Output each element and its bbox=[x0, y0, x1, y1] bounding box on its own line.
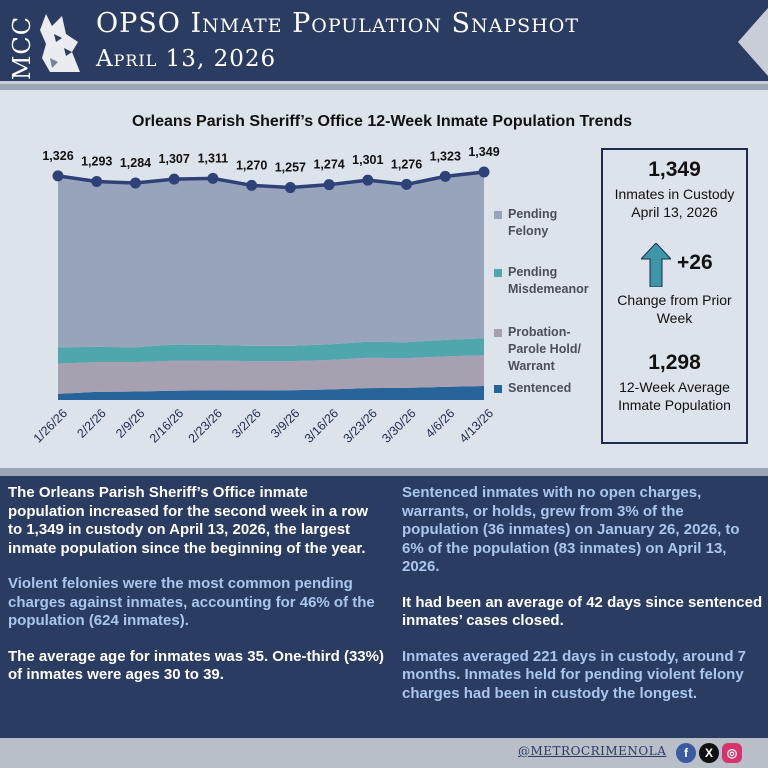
x-tick-label: 3/23/26 bbox=[341, 406, 380, 445]
x-icon[interactable]: X bbox=[699, 743, 719, 763]
x-tick-label: 4/13/26 bbox=[457, 406, 496, 445]
data-point bbox=[401, 178, 413, 190]
summary-paragraph: Inmates averaged 221 days in custody, ar… bbox=[402, 647, 747, 702]
data-point bbox=[52, 170, 64, 182]
data-point bbox=[246, 179, 258, 191]
custody-date: April 13, 2026 bbox=[631, 204, 718, 220]
area-pending-felony bbox=[58, 172, 484, 348]
data-point bbox=[323, 179, 335, 191]
x-tick-label: 3/2/26 bbox=[229, 406, 264, 441]
change-value: +26 bbox=[677, 251, 713, 274]
header: MCC OPSO Inmate Population Snapshot Apri… bbox=[0, 0, 768, 84]
average-count: 1,298 bbox=[648, 351, 701, 374]
x-tick-label: 3/9/26 bbox=[268, 406, 303, 441]
data-point bbox=[284, 182, 296, 194]
data-label: 1,311 bbox=[198, 151, 229, 165]
custody-label: Inmates in Custody bbox=[614, 186, 735, 202]
data-label: 1,301 bbox=[352, 153, 383, 167]
data-point bbox=[439, 170, 451, 182]
data-label: 1,276 bbox=[391, 157, 422, 171]
instagram-icon[interactable]: ◎ bbox=[722, 743, 742, 763]
page-date: April 13, 2026 bbox=[96, 46, 277, 72]
data-label: 1,274 bbox=[313, 158, 344, 172]
legend-swatch bbox=[494, 329, 502, 337]
data-label: 1,284 bbox=[120, 156, 151, 170]
x-tick-label: 4/6/26 bbox=[423, 406, 458, 441]
average-label-2: Inmate Population bbox=[618, 397, 731, 413]
area-probation-parole-hold-warrant bbox=[58, 355, 484, 394]
stats-box: 1,349 Inmates in Custody April 13, 2026 … bbox=[601, 148, 748, 444]
data-point bbox=[91, 175, 103, 187]
footer: @METROCRIMENOLA f X ◎ bbox=[0, 738, 768, 768]
data-label: 1,323 bbox=[430, 149, 461, 163]
legend-label: Probation-Parole Hold/Warrant bbox=[508, 325, 581, 373]
social-handle-link[interactable]: @METROCRIMENOLA bbox=[518, 744, 667, 758]
area-pending-misdemeanor bbox=[58, 338, 484, 364]
up-arrow-icon bbox=[641, 243, 671, 287]
data-label: 1,326 bbox=[42, 149, 73, 163]
data-label: 1,293 bbox=[81, 154, 112, 168]
total-line bbox=[57, 170, 485, 190]
legend-swatch bbox=[494, 211, 502, 219]
summary-paragraph: The average age for inmates was 35. One-… bbox=[8, 647, 384, 684]
data-label: 1,270 bbox=[236, 158, 267, 172]
x-tick-label: 2/9/26 bbox=[113, 406, 148, 441]
legend-label: Pending Felony bbox=[508, 207, 557, 238]
change-label-week: Week bbox=[656, 310, 693, 326]
summary-paragraph: The Orleans Parish Sheriff’s Office inma… bbox=[8, 484, 369, 557]
data-point bbox=[478, 166, 490, 178]
summary-paragraph: It had been an average of 42 days since … bbox=[402, 593, 763, 630]
change-row: +26 bbox=[603, 241, 746, 289]
custody-count: 1,349 bbox=[648, 158, 701, 181]
area-sentenced bbox=[58, 385, 484, 400]
data-label: 1,349 bbox=[468, 145, 499, 159]
x-tick-label: 2/16/26 bbox=[147, 406, 186, 445]
legend-label: Pending Misdemeanor bbox=[508, 265, 589, 296]
summary-left-column: The Orleans Parish Sheriff’s Office inma… bbox=[8, 484, 384, 702]
x-tick-label: 3/16/26 bbox=[302, 406, 341, 445]
facebook-icon[interactable]: f bbox=[676, 743, 696, 763]
summary-right-column: Sentenced inmates with no open charges, … bbox=[402, 484, 764, 720]
data-point bbox=[207, 172, 219, 184]
summary-paragraph: Violent felonies were the most common pe… bbox=[8, 575, 375, 629]
x-tick-label: 3/30/26 bbox=[379, 406, 418, 445]
chart-title: Orleans Parish Sheriff’s Office 12-Week … bbox=[132, 113, 632, 130]
legend-label: Sentenced bbox=[508, 381, 571, 395]
chevron-left-icon bbox=[738, 8, 768, 76]
data-point bbox=[362, 174, 374, 186]
x-tick-label: 1/26/26 bbox=[31, 406, 70, 445]
data-label: 1,307 bbox=[159, 152, 190, 166]
data-label: 1,257 bbox=[275, 161, 306, 175]
page-title: OPSO Inmate Population Snapshot bbox=[96, 8, 579, 39]
data-point bbox=[129, 177, 141, 189]
mcc-logo: MCC bbox=[6, 8, 86, 80]
x-tick-label: 2/2/26 bbox=[74, 406, 109, 441]
summary-panel: The Orleans Parish Sheriff’s Office inma… bbox=[0, 476, 768, 738]
change-label: Change from Prior bbox=[617, 292, 732, 308]
legend-swatch bbox=[494, 269, 502, 277]
legend-swatch bbox=[494, 385, 502, 393]
area-chart: Orleans Parish Sheriff’s Office 12-Week … bbox=[31, 113, 632, 446]
wolf-icon bbox=[40, 14, 80, 72]
x-tick-label: 2/23/26 bbox=[186, 406, 225, 445]
average-label: 12-Week Average bbox=[619, 379, 730, 395]
summary-paragraph: Sentenced inmates with no open charges, … bbox=[402, 484, 740, 575]
data-point bbox=[168, 173, 180, 185]
